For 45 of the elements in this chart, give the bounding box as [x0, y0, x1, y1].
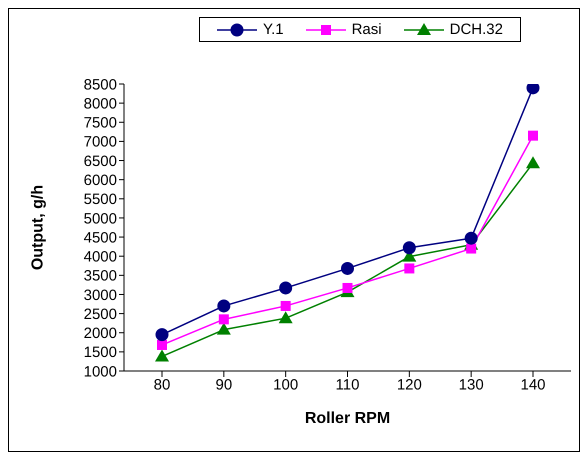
point [466, 244, 476, 254]
y-tick-label: 5500 [84, 191, 117, 208]
point [279, 281, 292, 294]
y-tick-label: 8500 [84, 76, 117, 94]
y-tick-label: 1000 [84, 363, 117, 380]
y-tick-label: 5000 [84, 210, 117, 228]
legend-label: Rasi [352, 21, 382, 38]
point [155, 349, 169, 362]
y-tick-label: 4500 [84, 229, 117, 246]
point [156, 328, 168, 342]
y-axis-title: Output, g/h [30, 184, 47, 270]
y-tick-label: 6000 [84, 172, 117, 189]
x-tick-label: 140 [520, 376, 546, 394]
y-tick-label: 7000 [84, 134, 117, 151]
y-tick-label: 2000 [84, 325, 117, 342]
point [217, 299, 230, 312]
point [464, 232, 478, 245]
point [341, 262, 354, 275]
x-tick-label: 90 [215, 376, 232, 394]
point [404, 263, 414, 274]
x-axis-title: Roller RPM [304, 410, 390, 427]
point [526, 156, 540, 168]
y-tick-label: 1500 [84, 344, 117, 362]
x-tick-label: 100 [273, 376, 298, 394]
x-tick-label: 130 [458, 376, 484, 394]
x-tick-label: 80 [154, 376, 170, 394]
point [216, 322, 231, 335]
point [342, 282, 352, 293]
legend-label: DCH.32 [450, 21, 503, 38]
legend-label: Y.1 [263, 21, 284, 38]
y-tick-label: 3500 [84, 268, 117, 285]
y-tick-label: 7500 [84, 114, 117, 132]
x-tick-label: 120 [396, 376, 422, 394]
y-tick-label: 6500 [84, 152, 117, 170]
y-tick-label: 8000 [84, 95, 117, 112]
x-tick-label: 110 [336, 376, 360, 394]
y-tick-label: 4000 [84, 248, 117, 266]
point [402, 241, 416, 254]
point [157, 340, 167, 350]
y-tick-label: 3000 [84, 286, 117, 304]
point [218, 314, 229, 324]
point [278, 311, 293, 324]
point [280, 300, 291, 311]
point [528, 130, 538, 141]
y-tick-label: 2500 [84, 306, 117, 323]
